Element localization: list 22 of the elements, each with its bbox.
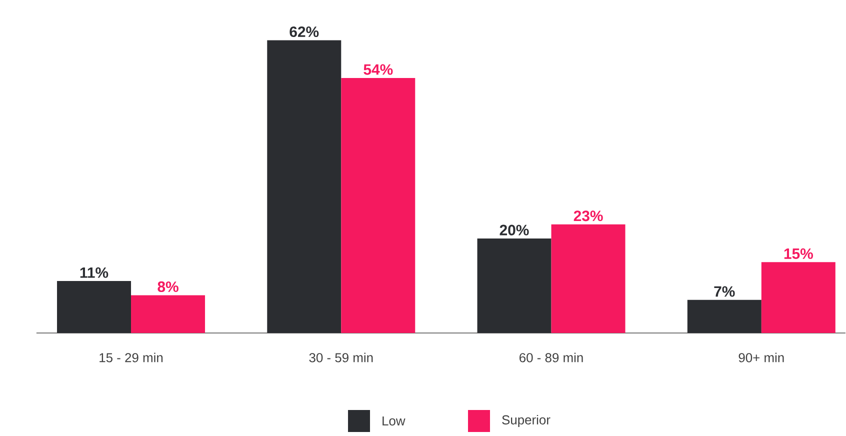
data-label: 8% bbox=[158, 281, 178, 292]
bar bbox=[131, 295, 206, 333]
legend-label: Low bbox=[382, 416, 406, 426]
data-label: 20% bbox=[500, 224, 529, 236]
bar bbox=[341, 78, 416, 333]
bar bbox=[267, 40, 342, 333]
x-tick-label: 90+ min bbox=[738, 352, 784, 362]
data-label: 15% bbox=[784, 248, 813, 259]
x-tick-label: 30 - 59 min bbox=[309, 352, 373, 362]
x-tick-label: 60 - 89 min bbox=[520, 352, 583, 362]
bar bbox=[761, 262, 836, 333]
x-tick-label: 15 - 29 min bbox=[100, 352, 163, 362]
bar bbox=[687, 300, 762, 333]
legend-label: Superior bbox=[502, 414, 550, 428]
bar bbox=[551, 224, 626, 333]
data-label: 62% bbox=[290, 26, 319, 38]
data-label: 11% bbox=[80, 267, 108, 278]
data-label: 7% bbox=[714, 286, 735, 297]
bar bbox=[477, 238, 552, 333]
data-label: 23% bbox=[574, 210, 603, 222]
data-label: 54% bbox=[364, 64, 393, 75]
bar bbox=[57, 281, 132, 333]
